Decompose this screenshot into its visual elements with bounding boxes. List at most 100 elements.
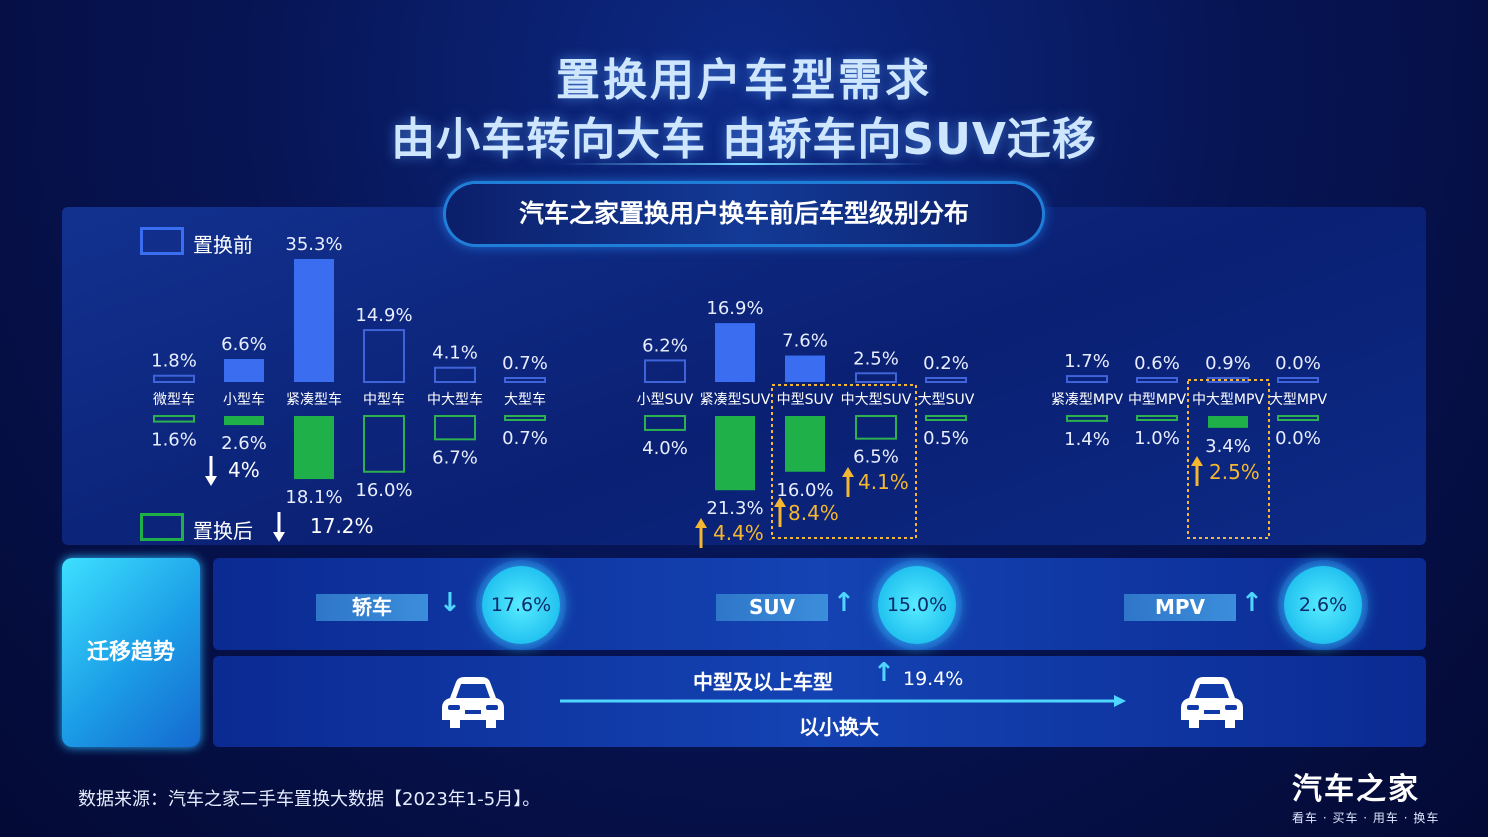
- label-before-中型MPV: 0.6%: [1134, 353, 1180, 374]
- label-before-中型SUV: 7.6%: [782, 331, 828, 352]
- category-中型MPV: 中型MPV: [1128, 392, 1187, 408]
- bar-before-紧凑型SUV: [715, 323, 755, 382]
- page-title: 置换用户车型需求: [556, 55, 932, 106]
- bar-before-大型车: [504, 377, 546, 383]
- bar-after-大型车: [504, 415, 546, 421]
- label-after-中型车: 16.0%: [355, 480, 412, 501]
- bar-after-中大型MPV: [1208, 416, 1248, 428]
- bar-before-小型SUV: [644, 359, 686, 384]
- sedan-down-arrow-icon: ↓: [439, 588, 461, 618]
- legend-after-label: 置换后: [193, 519, 253, 543]
- label-after-小型SUV: 4.0%: [642, 438, 688, 459]
- change-up-arrow-icon-中型SUV: [774, 497, 786, 507]
- bar-before-小型车: [224, 359, 264, 382]
- bar-before-中型车: [363, 329, 405, 383]
- label-before-中大型SUV: 2.5%: [853, 348, 899, 369]
- small-car-icon: [442, 677, 504, 728]
- category-中大型SUV: 中大型SUV: [841, 392, 912, 408]
- label-before-紧凑型MPV: 1.7%: [1064, 351, 1110, 372]
- category-小型SUV: 小型SUV: [637, 392, 694, 408]
- segment-trend-row: 轿车 ↓ 17.6% SUV ↑ 15.0% MPV ↑ 2.6%: [213, 558, 1426, 650]
- bar-before-中大型车: [434, 366, 476, 383]
- bar-before-中型SUV: [785, 355, 825, 382]
- bar-after-中型SUV: [785, 416, 825, 472]
- category-大型SUV: 大型SUV: [918, 392, 975, 408]
- change-value-紧凑型车: 17.2%: [310, 514, 374, 538]
- brand-slogan: 看车 · 买车 · 用车 · 换车: [1292, 811, 1440, 825]
- category-中型SUV: 中型SUV: [777, 392, 834, 408]
- data-source-note: 数据来源：汽车之家二手车置换大数据【2023年1-5月】。: [78, 789, 541, 810]
- label-after-中型MPV: 1.0%: [1134, 428, 1180, 449]
- label-after-大型SUV: 0.5%: [923, 428, 969, 449]
- bar-before-中大型SUV: [855, 372, 897, 383]
- bar-before-大型SUV: [925, 377, 967, 383]
- label-before-大型SUV: 0.2%: [923, 353, 969, 374]
- large-car-icon: [1181, 677, 1243, 728]
- legend-after-swatch: [140, 513, 184, 541]
- change-value-紧凑型SUV: 4.4%: [713, 521, 764, 545]
- category-紧凑型SUV: 紧凑型SUV: [700, 391, 771, 408]
- label-before-中型车: 14.9%: [355, 305, 412, 326]
- label-before-中大型车: 4.1%: [432, 343, 478, 364]
- change-value-中大型SUV: 4.1%: [858, 470, 909, 494]
- label-before-小型SUV: 6.2%: [642, 335, 688, 356]
- label-after-小型车: 2.6%: [221, 433, 267, 454]
- suv-change-circle: 15.0%: [878, 566, 956, 644]
- bar-after-小型SUV: [644, 415, 686, 431]
- change-value-中大型MPV: 2.5%: [1209, 460, 1260, 484]
- bar-before-大型MPV: [1277, 377, 1319, 383]
- page-subtitle: 由小车转向大车 由轿车向SUV迁移: [391, 114, 1097, 165]
- title-divider: [560, 163, 930, 165]
- mpv-tag: MPV: [1124, 594, 1236, 621]
- legend-before-label: 置换前: [193, 233, 253, 257]
- label-before-紧凑型SUV: 16.9%: [706, 298, 763, 319]
- bar-after-大型SUV: [925, 415, 967, 421]
- category-大型MPV: 大型MPV: [1269, 392, 1328, 408]
- label-before-中大型MPV: 0.9%: [1205, 353, 1251, 374]
- label-after-紧凑型车: 18.1%: [285, 487, 342, 508]
- size-shift-arrow-icon: [560, 695, 1126, 707]
- size-shift-row: 中型及以上车型 ↑ 19.4% 以小换大: [213, 656, 1426, 747]
- change-down-arrow-icon-紧凑型车: [273, 532, 285, 542]
- label-before-大型车: 0.7%: [502, 353, 548, 374]
- change-up-arrow-icon-紧凑型SUV: [695, 518, 707, 528]
- change-down-arrow-icon-小型车: [205, 476, 217, 486]
- highlight-frame-suv: [771, 384, 917, 539]
- change-up-arrow-icon-中大型SUV: [842, 467, 854, 477]
- change-value-小型车: 4%: [228, 458, 260, 482]
- suv-tag: SUV: [716, 594, 828, 621]
- bar-after-小型车: [224, 416, 264, 426]
- change-up-arrow-icon-中大型MPV: [1191, 456, 1203, 466]
- legend-before-swatch: [140, 227, 184, 255]
- category-紧凑型车: 紧凑型车: [286, 391, 342, 408]
- bar-after-大型MPV: [1277, 415, 1319, 421]
- brand-logo: 汽车之家 看车 · 买车 · 用车 · 换车: [1292, 764, 1439, 826]
- mpv-change-circle: 2.6%: [1284, 566, 1362, 644]
- brand-name: 汽车之家: [1292, 772, 1420, 807]
- bar-after-中大型SUV: [855, 415, 897, 440]
- mpv-up-arrow-icon: ↑: [1241, 588, 1263, 618]
- bar-after-中型MPV: [1136, 415, 1178, 421]
- label-after-中大型MPV: 3.4%: [1205, 436, 1251, 457]
- bar-after-中大型车: [434, 415, 476, 441]
- category-微型车: 微型车: [153, 391, 195, 408]
- label-after-中型SUV: 16.0%: [776, 480, 833, 501]
- suv-up-arrow-icon: ↑: [833, 588, 855, 618]
- trend-label: 迁移趋势: [86, 640, 175, 665]
- bar-after-紧凑型车: [294, 416, 334, 480]
- label-after-大型MPV: 0.0%: [1275, 428, 1321, 449]
- highlight-frame-mpv: [1187, 379, 1270, 539]
- label-before-微型车: 1.8%: [151, 351, 197, 372]
- chart-title-pill: 汽车之家置换用户换车前后车型级别分布: [446, 184, 1042, 244]
- label-after-紧凑型MPV: 1.4%: [1064, 429, 1110, 450]
- category-中大型车: 中大型车: [427, 391, 483, 408]
- bar-before-紧凑型MPV: [1066, 375, 1108, 383]
- category-中大型MPV: 中大型MPV: [1192, 392, 1265, 408]
- chart-title: 汽车之家置换用户换车前后车型级别分布: [518, 199, 969, 228]
- sedan-change-circle: 17.6%: [482, 566, 560, 644]
- size-shift-value: 19.4%: [903, 668, 964, 690]
- bar-after-微型车: [153, 415, 195, 423]
- bar-after-紧凑型MPV: [1066, 415, 1108, 422]
- label-after-紧凑型SUV: 21.3%: [706, 498, 763, 519]
